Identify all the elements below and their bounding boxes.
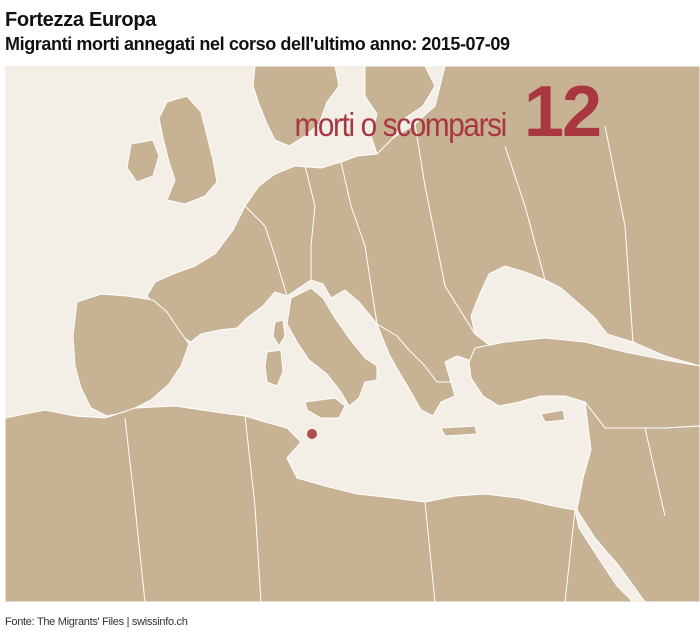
incident-marker[interactable] <box>307 429 317 439</box>
land-corsica <box>272 319 286 347</box>
death-counter: morti o scomparsi 12 <box>271 72 602 152</box>
land-scandinavia <box>252 66 340 147</box>
land-great-britain <box>158 95 218 205</box>
land-middle-east <box>576 401 700 602</box>
map-canvas <box>5 66 700 602</box>
chart-title: Fortezza Europa <box>5 9 157 31</box>
land-crete <box>440 425 478 437</box>
map[interactable]: morti o scomparsi 12 <box>5 66 700 602</box>
land-north-africa <box>5 405 634 602</box>
land-sardinia <box>264 349 284 387</box>
header: Fortezza Europa Migranti morti annegati … <box>5 8 510 56</box>
land-sicily <box>304 397 346 419</box>
land-balkans-greece <box>376 323 456 417</box>
land-ireland <box>126 139 160 183</box>
land-cyprus <box>540 409 566 423</box>
country-borders <box>124 123 666 602</box>
land-italy <box>286 287 378 407</box>
source-footer: Fonte: The Migrants' Files | swissinfo.c… <box>5 616 188 628</box>
counter-value: 12 <box>523 72 602 152</box>
counter-label: morti o scomparsi <box>294 106 508 143</box>
chart-subtitle: Migranti morti annegati nel corso dell'u… <box>5 34 510 54</box>
land-iberia <box>72 293 190 417</box>
